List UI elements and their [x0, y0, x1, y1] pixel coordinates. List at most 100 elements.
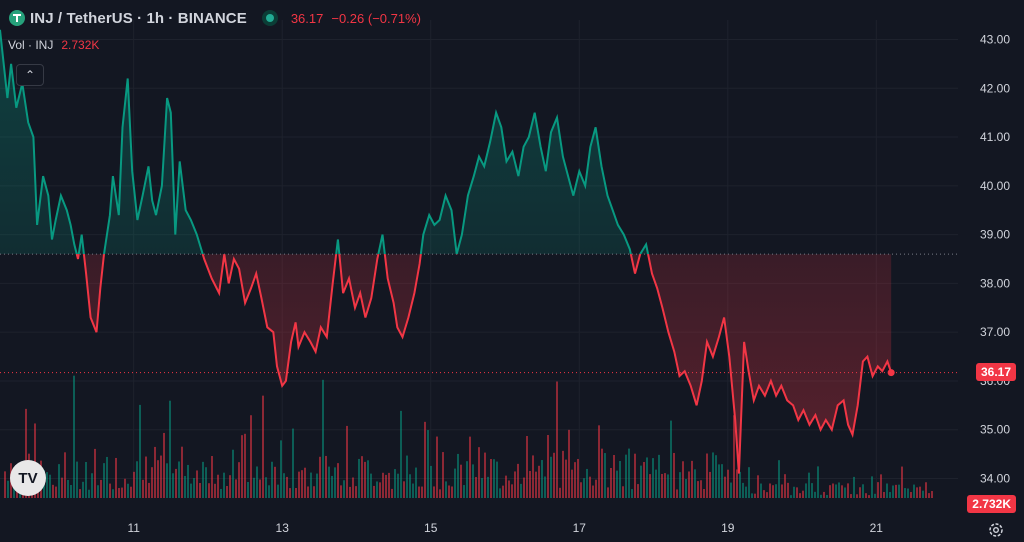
- chevron-up-icon: ⌃: [24, 68, 36, 82]
- volume-bar: [118, 488, 120, 498]
- volume-bar: [664, 473, 666, 498]
- volume-bar: [100, 479, 102, 498]
- volume-bar: [910, 492, 912, 498]
- volume-bar: [718, 464, 720, 498]
- volume-bar: [400, 410, 402, 498]
- volume-bar: [205, 467, 207, 498]
- symbol-title[interactable]: INJ / TetherUS · 1h · BINANCE: [30, 9, 247, 27]
- volume-bar: [916, 487, 918, 498]
- volume-bar: [607, 487, 609, 498]
- volume-bar: [226, 486, 228, 498]
- volume-bar: [337, 463, 339, 498]
- volume-bar: [838, 482, 840, 498]
- volume-bar: [439, 489, 441, 498]
- volume-bar: [688, 471, 690, 498]
- volume-bar: [754, 493, 756, 498]
- volume-bar: [181, 446, 183, 498]
- volume-bar: [796, 487, 798, 498]
- volume-bar: [142, 479, 144, 498]
- y-tick-label: 34.00: [980, 471, 1010, 485]
- volume-bar: [277, 484, 279, 498]
- volume-bar: [697, 481, 699, 498]
- volume-bar: [427, 430, 429, 498]
- volume-bar: [340, 485, 342, 498]
- x-tick-label: 21: [870, 521, 884, 535]
- volume-bar: [262, 395, 264, 498]
- volume-bar: [169, 400, 171, 498]
- volume-bar: [199, 483, 201, 498]
- volume-bar: [862, 484, 864, 498]
- volume-bar: [676, 489, 678, 498]
- volume-bar: [847, 483, 849, 498]
- volume-bar: [616, 470, 618, 498]
- volume-bar: [577, 458, 579, 498]
- volume-bar: [637, 484, 639, 498]
- volume-bar: [619, 460, 621, 498]
- volume-bar: [193, 478, 195, 498]
- volume-bar: [202, 461, 204, 498]
- volume-bar: [466, 461, 468, 498]
- volume-bar: [115, 457, 117, 498]
- volume-bar: [928, 493, 930, 498]
- volume-bar: [478, 447, 480, 498]
- volume-bar: [331, 475, 333, 498]
- collapse-legend-button[interactable]: ⌃: [16, 64, 44, 86]
- volume-bar: [256, 466, 258, 498]
- volume-bar: [121, 487, 123, 498]
- volume-bar: [547, 435, 549, 498]
- volume-bar: [508, 480, 510, 498]
- volume-bar: [49, 474, 51, 498]
- volume-bar: [730, 482, 732, 498]
- tradingview-logo[interactable]: TV: [10, 460, 46, 496]
- volume-bar: [835, 484, 837, 498]
- tether-icon: [9, 10, 25, 26]
- logo-text: TV: [18, 469, 38, 487]
- volume-bar: [535, 471, 537, 498]
- volume-bar: [751, 493, 753, 498]
- price-line-down: [75, 254, 893, 474]
- volume-bar: [160, 455, 162, 498]
- volume-value: 2.732K: [61, 38, 100, 52]
- volume-bar: [532, 455, 534, 498]
- volume-bar: [799, 493, 801, 498]
- volume-bar: [784, 474, 786, 498]
- volume-bar: [286, 476, 288, 498]
- volume-bar: [526, 436, 528, 498]
- volume-bar: [817, 466, 819, 498]
- volume-bar: [352, 477, 354, 498]
- volume-bar: [85, 461, 87, 498]
- volume-bar: [520, 483, 522, 498]
- volume-bar: [304, 467, 306, 498]
- volume-bar: [904, 488, 906, 498]
- volume-bar: [163, 432, 165, 498]
- area-above-baseline: [0, 29, 892, 255]
- volume-bar: [931, 491, 933, 498]
- volume-bar: [361, 456, 363, 498]
- volume-bar: [622, 486, 624, 498]
- volume-label: Vol · INJ: [8, 38, 54, 52]
- volume-bar: [445, 481, 447, 498]
- volume-bar: [379, 482, 381, 498]
- volume-bar: [46, 472, 48, 498]
- volume-bar: [196, 470, 198, 498]
- volume-bar: [412, 483, 414, 498]
- volume-bar: [301, 470, 303, 498]
- gear-icon[interactable]: [988, 522, 1004, 538]
- volume-bar: [709, 471, 711, 498]
- volume-bar: [706, 453, 708, 498]
- volume-bar: [820, 494, 822, 498]
- volume-bar: [349, 486, 351, 498]
- volume-bar: [562, 450, 564, 498]
- volume-bar: [559, 487, 561, 498]
- volume-bar: [583, 478, 585, 498]
- volume-bar: [208, 483, 210, 498]
- volume-bar: [313, 486, 315, 498]
- volume-bar: [745, 486, 747, 498]
- volume-bar: [859, 487, 861, 498]
- volume-bar: [274, 466, 276, 498]
- volume-bar: [73, 375, 75, 498]
- volume-bar: [898, 484, 900, 498]
- volume-bar: [133, 471, 135, 498]
- volume-bar: [631, 489, 633, 498]
